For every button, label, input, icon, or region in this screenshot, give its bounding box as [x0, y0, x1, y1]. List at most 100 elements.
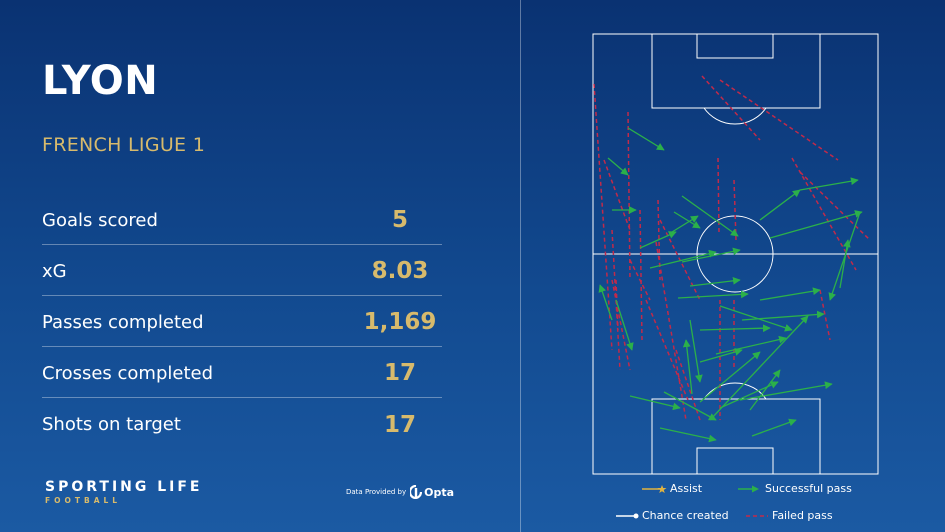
bottom-six-yard-box — [696, 447, 774, 475]
brand-name: SPORTING LIFE — [45, 479, 203, 495]
brand-sub: FOOTBALL — [45, 496, 122, 505]
successful-pass-arrow — [719, 381, 779, 409]
pitch-markings — [592, 33, 879, 475]
failed-pass-line — [611, 279, 631, 371]
opta-logo: Opta — [410, 485, 454, 499]
star-icon — [642, 484, 667, 493]
bottom-penalty-box — [651, 398, 821, 475]
legend: Assist Successful pass Chance created Fa… — [600, 482, 900, 524]
data-provider: Data Provided by Opta — [346, 485, 454, 499]
successful-pass-arrow — [689, 276, 741, 287]
successful-pass-arrow — [671, 215, 699, 233]
successful-pass-arrow — [769, 210, 863, 239]
failed-pass-line — [603, 159, 631, 231]
legend-successful: Successful pass — [738, 482, 852, 495]
stat-row-crosses: Crosses completed 17 — [42, 347, 442, 398]
pass-map — [592, 33, 879, 475]
failed-pass-line — [659, 219, 701, 301]
stat-value: 17 — [383, 360, 416, 386]
league-name: FRENCH LIGUE 1 — [42, 134, 206, 156]
successful-pass-arrow — [627, 127, 665, 151]
successful-pass-arrow — [699, 324, 771, 333]
stats-panel: LYON FRENCH LIGUE 1 Goals scored 5 xG 8.… — [42, 58, 454, 505]
failed-pass-line — [719, 79, 839, 161]
failed-pass-line — [675, 349, 701, 421]
provider-text: Data Provided by — [346, 488, 407, 496]
failed-passes — [593, 75, 871, 421]
successful-pass-arrow — [749, 369, 781, 411]
top-six-yard-box — [696, 33, 774, 59]
legend-chance-label: Chance created — [642, 509, 729, 522]
successful-pass-arrow — [659, 427, 717, 443]
failed-pass-line — [645, 299, 689, 401]
stat-label: Goals scored — [42, 209, 158, 231]
failed-pass-line — [629, 259, 651, 301]
successful-pass-arrow — [629, 395, 681, 411]
failed-pass-line — [615, 279, 619, 331]
stat-label: xG — [42, 260, 67, 282]
successful-pass-arrow — [681, 195, 739, 237]
legend-failed: Failed pass — [746, 509, 833, 522]
failed-pass-line — [593, 83, 613, 351]
successful-pass-arrow — [759, 189, 801, 221]
stat-row-shots: Shots on target 17 — [42, 398, 442, 449]
dot-line-icon — [616, 513, 639, 518]
successful-pass-arrow — [839, 239, 851, 289]
failed-pass-line — [791, 157, 857, 271]
successful-pass-arrow — [739, 381, 833, 401]
dashed-line-icon — [746, 514, 768, 517]
stat-row-passes: Passes completed 1,169 — [42, 296, 442, 347]
failed-pass-line — [639, 209, 643, 341]
failed-pass-line — [701, 75, 761, 141]
successful-passes — [598, 127, 863, 443]
legend-failed-label: Failed pass — [772, 509, 833, 522]
bottom-penalty-arc — [703, 382, 767, 400]
legend-assist: Assist — [642, 482, 702, 495]
stat-label: Passes completed — [42, 311, 204, 333]
team-name: LYON — [42, 58, 159, 104]
successful-pass-arrow — [751, 418, 797, 437]
opta-icon — [410, 485, 423, 499]
stat-value: 17 — [383, 411, 416, 438]
panel-divider — [520, 0, 521, 532]
successful-pass-arrow — [682, 339, 693, 395]
successful-pass-arrow — [759, 287, 821, 301]
top-penalty-arc — [703, 107, 767, 125]
successful-pass-arrow — [741, 310, 825, 321]
failed-pass-line — [717, 157, 720, 233]
stat-value: 8.03 — [371, 258, 429, 284]
stat-label: Crosses completed — [42, 362, 214, 384]
opta-name: Opta — [424, 485, 455, 499]
stats-table: Goals scored 5 xG 8.03 Passes completed … — [42, 194, 442, 449]
successful-pass-arrow — [699, 351, 761, 403]
successful-pass-arrow — [673, 211, 701, 229]
successful-pass-arrow — [649, 249, 717, 269]
successful-pass-arrow — [719, 305, 793, 332]
failed-pass-line — [733, 179, 737, 241]
stat-row-goals: Goals scored 5 — [42, 194, 442, 245]
failed-pass-line — [655, 241, 687, 421]
legend-successful-label: Successful pass — [765, 482, 852, 495]
successful-pass-arrow — [699, 348, 743, 363]
successful-pass-arrow — [607, 157, 629, 176]
successful-pass-arrow — [799, 177, 859, 191]
legend-assist-label: Assist — [670, 482, 703, 495]
successful-pass-arrow — [709, 315, 809, 421]
brand-logo: SPORTING LIFE FOOTBALL — [45, 479, 203, 505]
stat-value: 1,169 — [363, 309, 437, 335]
failed-pass-line — [819, 289, 831, 341]
successful-pass-arrow — [681, 247, 741, 263]
stat-row-xg: xG 8.03 — [42, 245, 442, 296]
top-penalty-box — [651, 33, 821, 109]
successful-pass-arrow — [615, 299, 634, 351]
stat-label: Shots on target — [42, 414, 181, 435]
successful-pass-arrow — [715, 335, 787, 355]
successful-pass-arrow — [639, 231, 677, 249]
legend-chance: Chance created — [616, 509, 729, 522]
successful-pass-arrow — [677, 290, 749, 299]
failed-pass-line — [799, 171, 871, 241]
successful-pass-arrow — [663, 391, 717, 421]
arrow-icon — [738, 485, 759, 492]
failed-pass-line — [627, 111, 631, 281]
successful-pass-arrow — [689, 319, 703, 383]
